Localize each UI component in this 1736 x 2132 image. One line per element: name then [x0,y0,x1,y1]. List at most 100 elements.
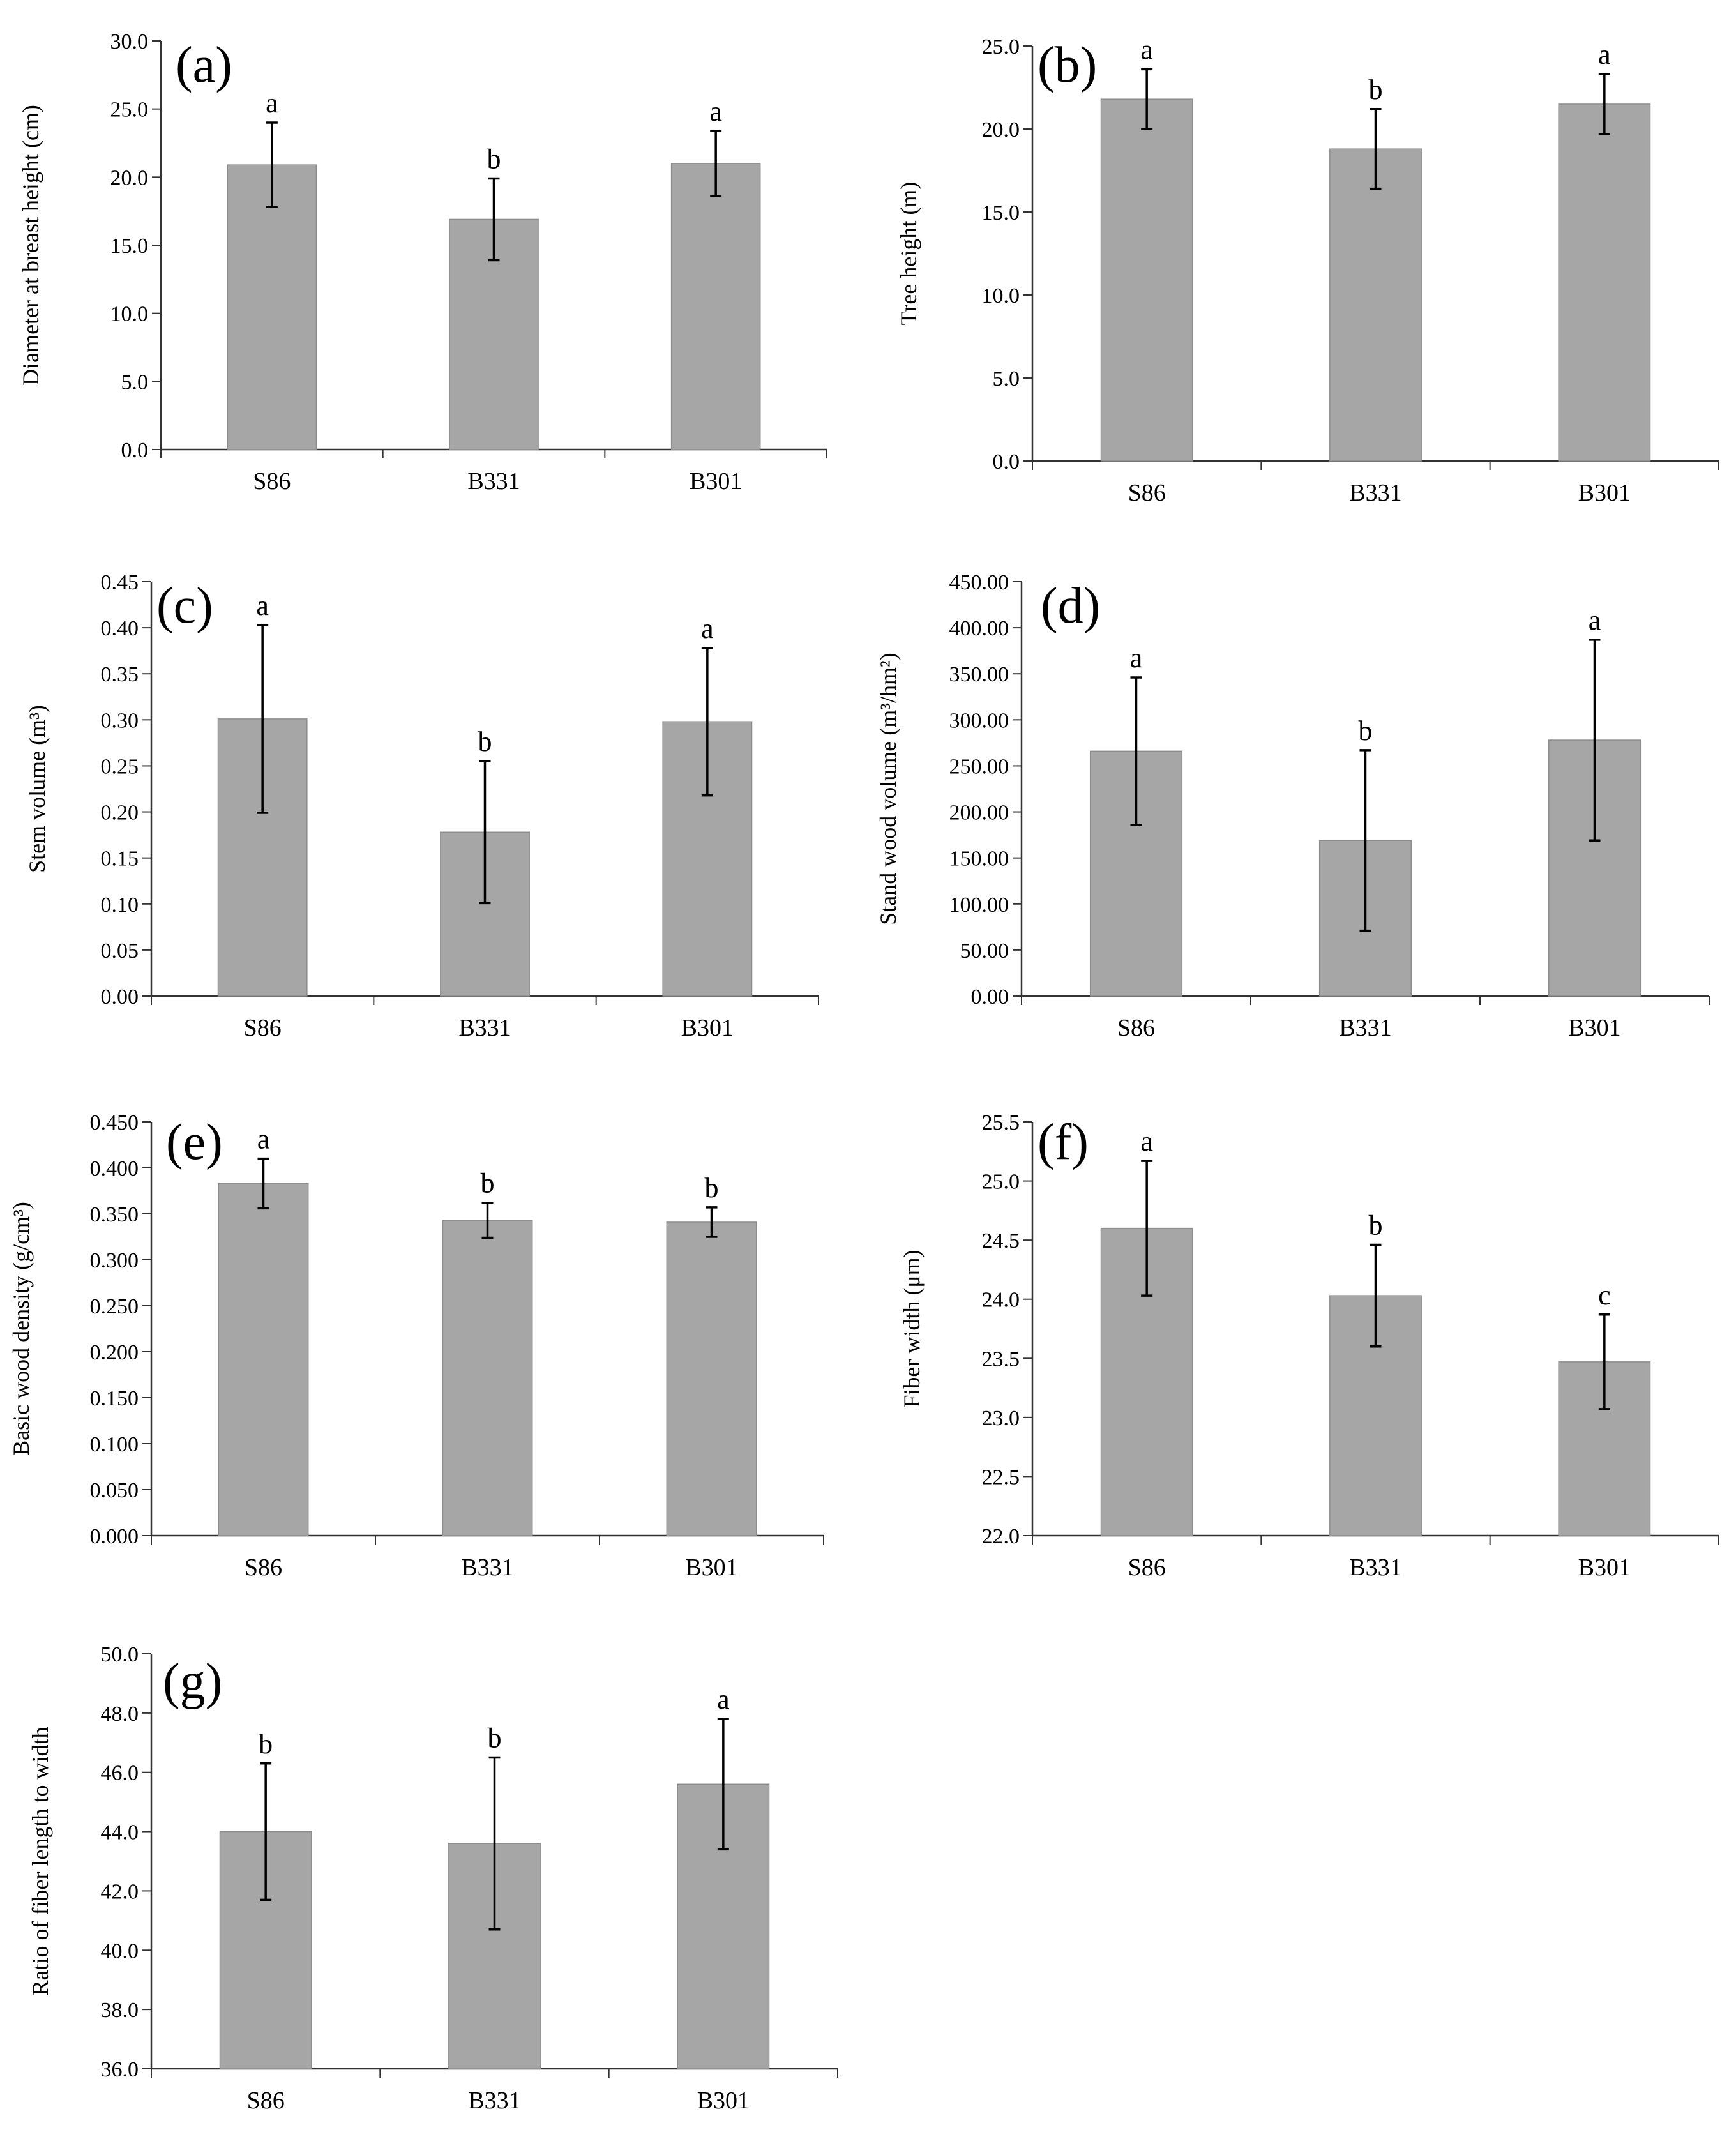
significance-letter: a [257,1124,270,1155]
y-tick-label: 36.0 [101,2058,139,2082]
panel-label: (g) [163,1654,222,1710]
panel-label: (e) [166,1114,223,1170]
panel-label: (a) [176,37,232,93]
significance-letter: a [1130,642,1143,674]
y-tick-label: 50.00 [960,939,1009,963]
y-tick-label: 150.00 [949,847,1009,871]
y-tick-label: 0.00 [971,985,1009,1009]
x-category-label: B301 [681,1015,734,1041]
x-category-label: B331 [1349,1554,1401,1581]
y-tick-label: 0.10 [101,893,139,917]
chart-panel-c: 0.00 0.05 0.10 0.15 0.20 0.25 0.30 0.35 0.40 0.45… [24,571,819,1041]
x-category-label: B331 [468,2087,520,2114]
y-tick-label: 0.45 [101,571,139,594]
chart-panel-b: 0.0 5.0 10.0 15.0 20.0 25.0 a S86 b B331 a B301 Tree… [896,34,1719,506]
x-category-label: B331 [1339,1015,1391,1041]
y-tick-label: 0.350 [90,1203,139,1227]
y-tick-label: 25.0 [110,98,149,122]
y-axis-title: Fiber width (μm) [899,1250,925,1407]
y-tick-label: 24.5 [982,1229,1020,1253]
y-tick-label: 0.300 [90,1249,139,1273]
bar-S86 [1100,98,1193,462]
bar-B331 [1329,148,1422,462]
significance-letter: b [705,1172,719,1204]
y-axis-title: Stem volume (m³) [24,705,50,873]
bar-S86 [227,164,317,450]
y-tick-label: 15.0 [110,234,149,258]
y-tick-label: 20.0 [110,166,149,190]
y-tick-label: 50.0 [101,1643,139,1667]
y-tick-label: 0.450 [90,1111,139,1135]
bar-B301 [1558,103,1651,462]
y-tick-label: 23.5 [982,1347,1020,1371]
y-axis-title: Diameter at breast height (cm) [18,105,43,386]
chart-panel-a: 0.0 5.0 10.0 15.0 20.0 25.0 30.0 a S86 b B331 a B301… [18,30,827,495]
x-category-label: S86 [247,2087,285,2114]
x-category-label: S86 [1117,1015,1155,1041]
y-tick-label: 0.20 [101,801,139,825]
chart-panel-g: 36.0 38.0 40.0 42.0 44.0 46.0 48.0 50.0 b S86 b B33… [27,1643,838,2114]
y-tick-label: 46.0 [101,1762,139,1785]
y-tick-label: 22.0 [982,1525,1020,1548]
chart-panel-d: 0.00 50.00 100.00 150.00 200.00 250.00 300.00 3… [875,571,1710,1041]
y-tick-label: 0.0 [121,439,149,462]
significance-letter: b [488,1723,502,1754]
significance-letter: a [1598,39,1611,70]
significance-letter: a [266,87,278,119]
y-tick-label: 25.0 [982,1170,1020,1194]
x-category-label: S86 [245,1554,282,1581]
x-category-label: B331 [467,468,520,495]
y-tick-label: 23.0 [982,1407,1020,1430]
y-tick-label: 450.00 [949,571,1009,594]
panel-label: (c) [156,578,213,634]
x-category-label: B301 [1578,1554,1631,1581]
y-axis-title: Stand wood volume (m³/hm²) [875,653,901,925]
y-tick-label: 0.200 [90,1341,139,1365]
significance-letter: b [478,726,492,757]
significance-letter: a [1589,605,1601,636]
significance-letter: a [709,96,722,127]
y-tick-label: 0.35 [101,663,139,686]
y-tick-label: 22.5 [982,1465,1020,1489]
x-category-label: B331 [458,1015,511,1041]
bar-B301 [670,163,761,450]
y-tick-label: 42.0 [101,1880,139,1903]
significance-letter: b [487,143,501,174]
y-axis-title: Ratio of fiber length to width [27,1727,53,1996]
x-category-label: B301 [1568,1015,1620,1041]
significance-letter: a [256,590,269,621]
y-tick-label: 300.00 [949,709,1009,732]
y-tick-label: 25.0 [982,35,1020,59]
chart-panel-f: 22.0 22.5 23.0 23.5 24.0 24.5 25.0 25.5 a S86 b B33… [899,1111,1719,1581]
significance-letter: b [1359,715,1373,746]
x-category-label: B331 [461,1554,513,1581]
panel-label: (b) [1038,37,1097,93]
significance-letter: b [259,1728,273,1760]
y-tick-label: 0.400 [90,1157,139,1181]
y-tick-label: 48.0 [101,1702,139,1726]
significance-letter: a [1140,34,1153,65]
bar-S86 [218,1183,309,1536]
significance-letter: a [717,1684,730,1715]
y-tick-label: 38.0 [101,1999,139,2022]
y-tick-label: 24.0 [982,1289,1020,1312]
y-tick-label: 0.40 [101,617,139,640]
y-tick-label: 400.00 [949,617,1009,640]
x-category-label: B301 [685,1554,737,1581]
y-tick-label: 0.150 [90,1387,139,1410]
y-tick-label: 0.25 [101,755,139,778]
y-tick-label: 10.0 [982,284,1020,308]
y-tick-label: 25.5 [982,1111,1020,1135]
y-tick-label: 44.0 [101,1821,139,1845]
x-category-label: S86 [1128,1554,1166,1581]
significance-letter: c [1598,1280,1611,1311]
y-tick-label: 15.0 [982,201,1020,225]
y-tick-label: 0.30 [101,709,139,732]
bar-B301 [666,1221,757,1536]
y-tick-label: 5.0 [993,367,1020,391]
significance-letter: a [701,613,714,644]
y-tick-label: 5.0 [121,370,149,394]
significance-letter: b [1369,74,1383,105]
chart-panel-e: 0.000 0.050 0.100 0.150 0.200 0.250 0.300 0.350… [8,1111,824,1581]
